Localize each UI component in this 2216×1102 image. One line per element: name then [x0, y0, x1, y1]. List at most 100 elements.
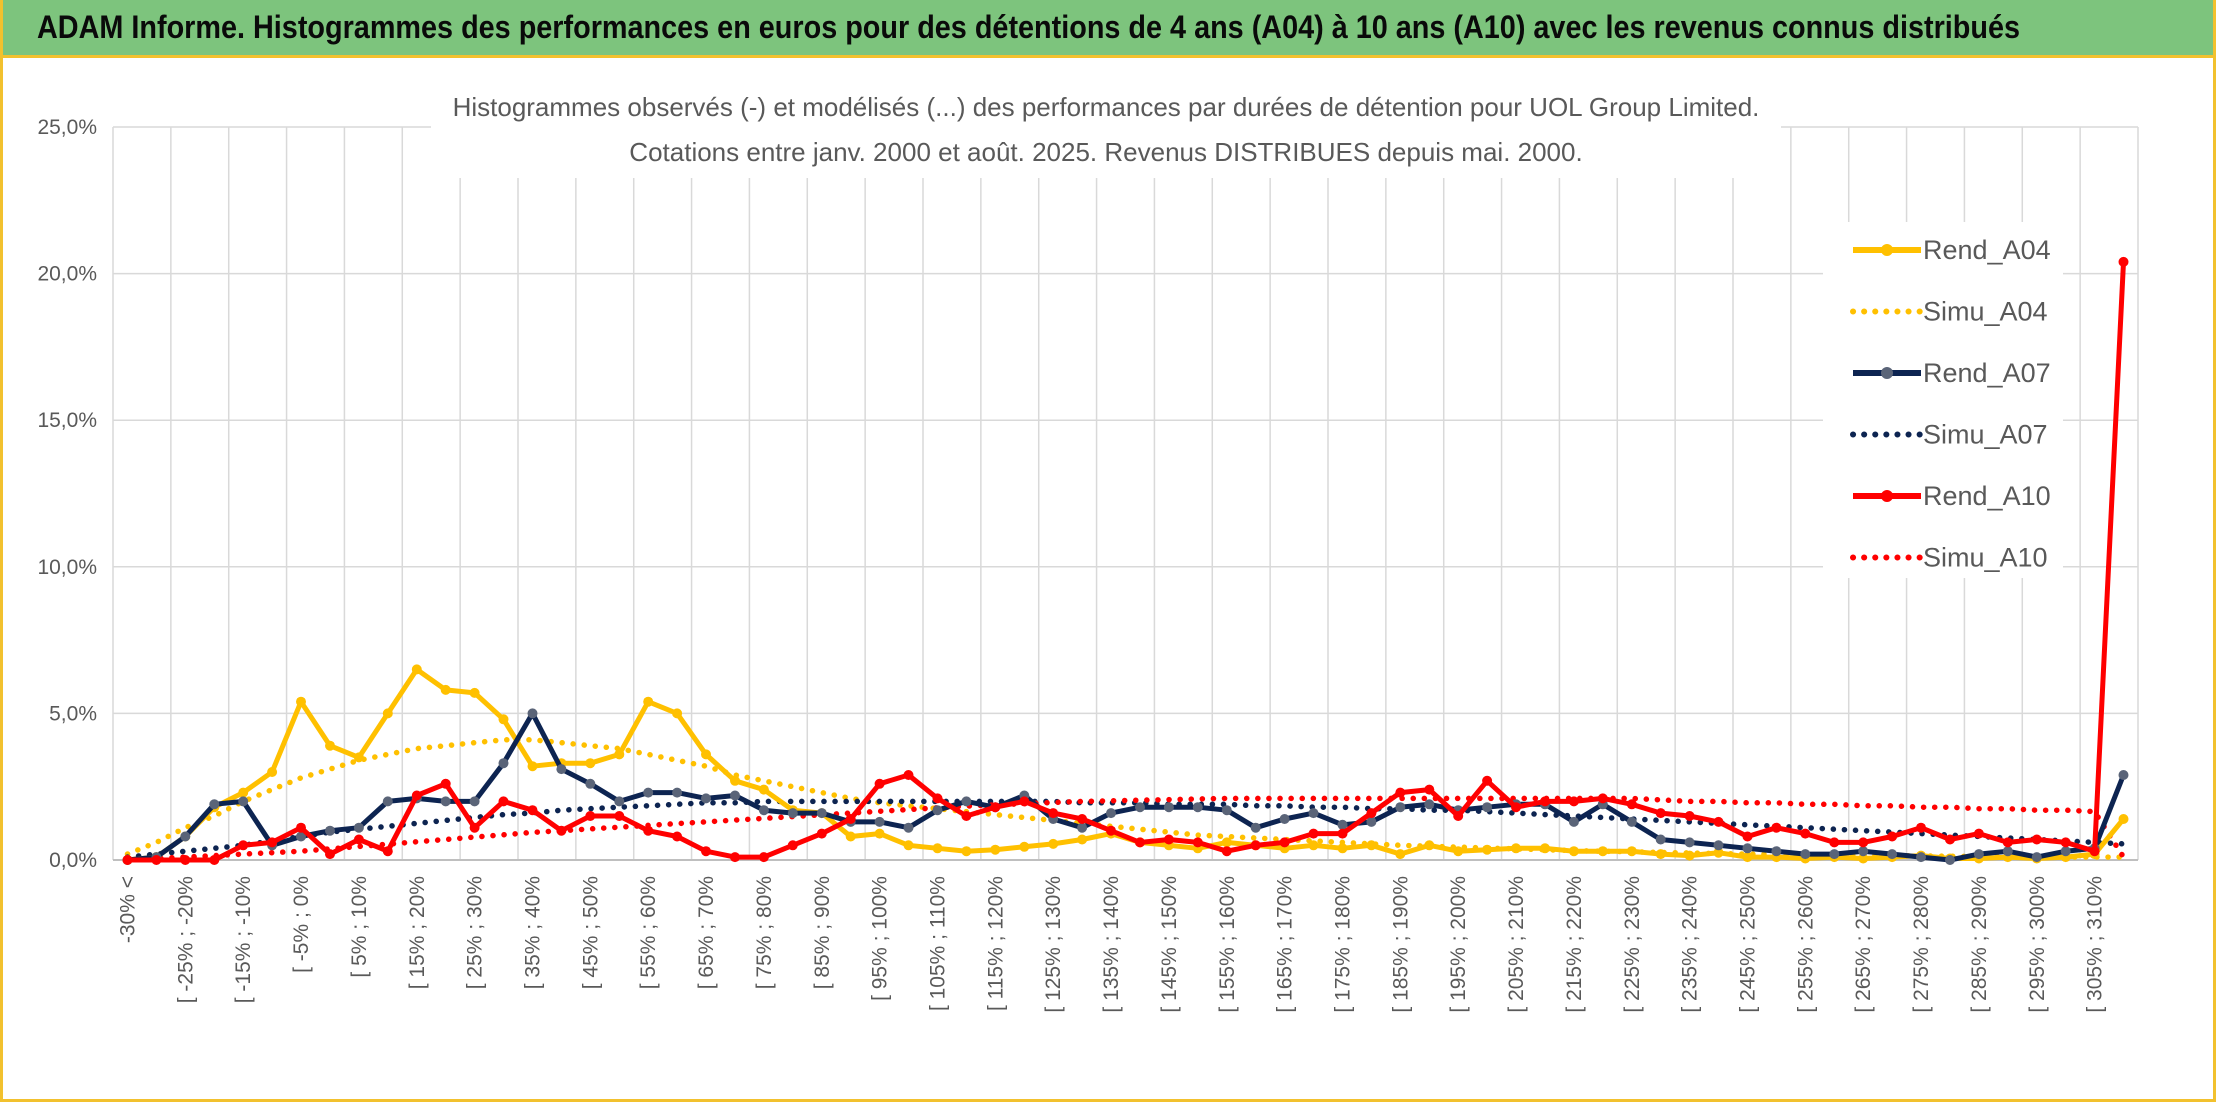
x-tick-label: [ 175% ; 180% [1331, 876, 1354, 1013]
chart-title: Histogrammes observés (-) et modélisés (… [453, 92, 1760, 122]
data-point [1077, 834, 1088, 845]
data-point [932, 843, 943, 854]
x-tick-label: [ 145% ; 150% [1158, 876, 1181, 1013]
y-tick-label: 25,0% [37, 116, 97, 139]
data-point [296, 831, 306, 842]
data-point [498, 796, 509, 807]
report-banner: ADAM Informe. Histogrammes des performan… [3, 0, 2213, 58]
legend-marker [1881, 244, 1893, 256]
data-point [1713, 840, 1724, 851]
data-point [1945, 834, 1955, 845]
data-point [874, 778, 885, 789]
data-point [1163, 802, 1174, 813]
data-point [1973, 828, 1984, 839]
data-point [730, 852, 740, 863]
data-point [1192, 837, 1203, 848]
data-point [614, 749, 625, 760]
data-point [1395, 787, 1406, 798]
data-point [1424, 840, 1435, 851]
x-tick-label: [ -5% ; 0% [290, 876, 313, 973]
x-tick-label: [ 275% ; 280% [1910, 876, 1933, 1013]
data-point [1163, 834, 1174, 845]
data-point [296, 822, 306, 833]
data-point [816, 808, 827, 819]
data-point [1713, 847, 1724, 858]
data-point [296, 696, 306, 707]
chart-title-block: Histogrammes observés (-) et modélisés (… [431, 86, 1781, 178]
data-point [1395, 849, 1406, 860]
data-point [1395, 802, 1406, 813]
data-point [440, 778, 451, 789]
x-tick-label: [ 35% ; 40% [521, 876, 544, 989]
data-point [903, 770, 914, 780]
data-point [122, 855, 133, 865]
x-tick-label: [ 75% ; 80% [753, 876, 776, 989]
data-point [267, 837, 278, 848]
data-point [1135, 837, 1145, 848]
data-point [845, 814, 856, 824]
x-tick-label: [ 165% ; 170% [1274, 876, 1297, 1013]
data-point [1048, 808, 1059, 819]
data-point [845, 831, 856, 842]
data-point [440, 684, 451, 695]
data-point [382, 846, 393, 857]
data-point [1858, 846, 1869, 857]
data-point [1106, 808, 1116, 819]
x-tick-label: [ -15% ; -10% [232, 876, 255, 1003]
x-tick-label: [ 305% ; 310% [2084, 876, 2107, 1013]
data-point [498, 758, 509, 769]
y-tick-label: 20,0% [37, 263, 97, 286]
data-point [672, 708, 683, 719]
data-point [672, 831, 683, 842]
data-point [730, 790, 740, 801]
data-point [325, 849, 335, 860]
legend-label: Rend_A04 [1923, 235, 2051, 265]
data-point [527, 761, 538, 772]
data-point [701, 749, 711, 760]
data-point [1337, 819, 1348, 830]
data-point [2002, 837, 2013, 848]
data-point [2031, 834, 2042, 845]
data-point [469, 796, 480, 807]
data-point [180, 831, 191, 842]
data-point [1424, 784, 1435, 795]
data-point [1597, 793, 1608, 804]
data-point [787, 808, 798, 819]
data-point [701, 846, 711, 857]
data-point [758, 784, 769, 795]
x-tick-label: [ 45% ; 50% [579, 876, 602, 989]
x-tick-label: [ 105% ; 110% [926, 876, 949, 1011]
data-point [1887, 849, 1898, 860]
data-point [1482, 775, 1493, 786]
data-point [556, 825, 567, 836]
data-point [527, 708, 538, 719]
report-title: ADAM Informe. Histogrammes des performan… [37, 9, 2021, 45]
axes: 0,0% 5,0% 10,0% 15,0% 20,0% 25,0% -30% < [ -25%… [37, 116, 2138, 1013]
y-tick-label: 10,0% [37, 556, 97, 579]
data-point [932, 793, 943, 804]
data-point [1424, 799, 1435, 810]
data-point [1626, 816, 1637, 827]
x-tick-label: [ 125% ; 130% [1042, 876, 1065, 1013]
data-point [1655, 808, 1666, 819]
data-point [1858, 853, 1869, 864]
data-point [1221, 805, 1232, 816]
x-tick-label: [ 205% ; 210% [1505, 876, 1528, 1013]
series-rend-a10 [122, 256, 2129, 865]
data-point [1655, 849, 1666, 860]
data-point [1568, 796, 1579, 807]
title-background [431, 86, 1781, 178]
data-point [209, 855, 220, 865]
data-point [787, 840, 798, 851]
data-point [180, 855, 191, 865]
x-tick-label: [ 5% ; 10% [348, 876, 371, 978]
data-point [469, 822, 480, 833]
series-simu-a10 [124, 795, 2127, 863]
data-point [556, 764, 567, 775]
data-point [1858, 837, 1869, 848]
x-tick-label: [ 115% ; 120% [984, 876, 1007, 1011]
data-point [1308, 808, 1319, 819]
legend-label: Simu_A07 [1923, 420, 2048, 450]
data-point [1626, 846, 1637, 857]
data-point [325, 740, 335, 751]
